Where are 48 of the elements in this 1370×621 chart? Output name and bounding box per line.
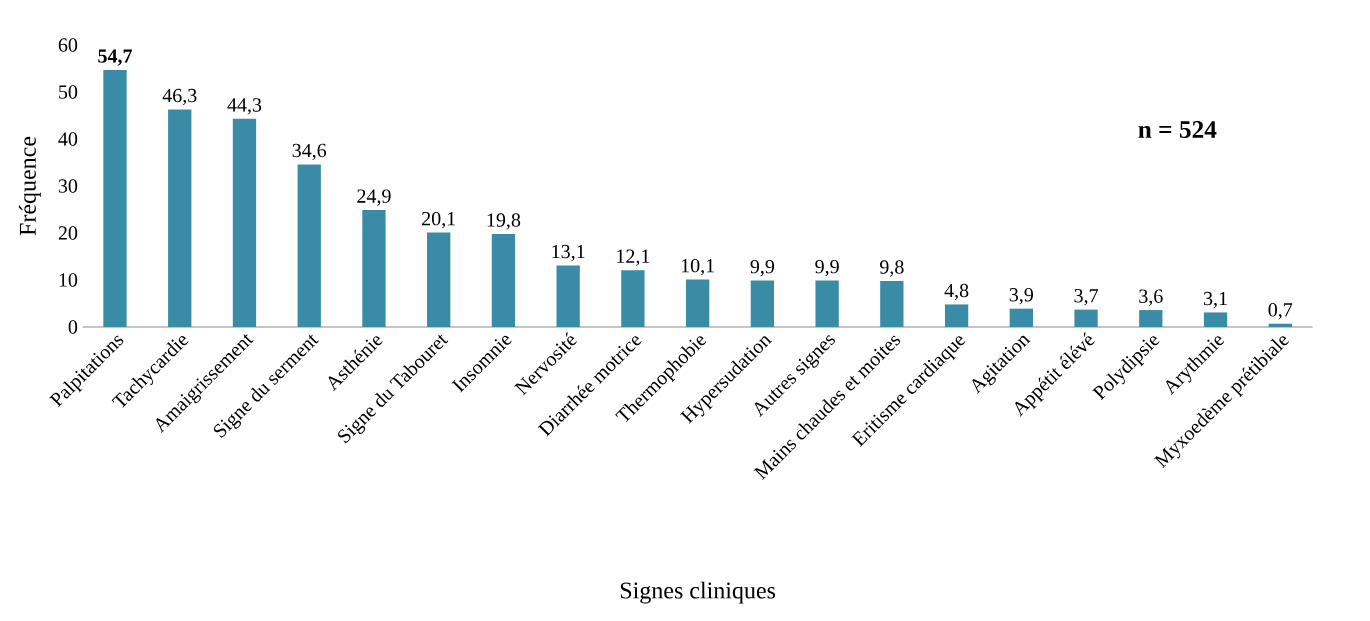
data-label: 4,8 [944, 283, 969, 301]
annotation: n = 524 [1138, 121, 1217, 139]
data-label: 3,1 [1204, 291, 1227, 309]
y-tick-label: 40 [58, 132, 78, 146]
data-label: 10,1 [681, 258, 714, 276]
data-label: 44,3 [227, 98, 262, 115]
data-label: 9,9 [815, 259, 839, 277]
bar [944, 304, 969, 327]
bar [880, 280, 904, 327]
bar [1074, 309, 1098, 327]
y-tick-label: 10 [59, 273, 78, 287]
data-label: 12,1 [617, 249, 650, 266]
data-label: 54,7 [98, 49, 133, 66]
data-label: 9,8 [880, 260, 904, 277]
y-tick-label: 50 [59, 85, 78, 99]
bar [556, 265, 580, 327]
data-label: 20,1 [422, 211, 455, 229]
data-label: 3,7 [1074, 289, 1098, 306]
bar [1009, 308, 1033, 327]
bar [1139, 310, 1163, 327]
bar [491, 233, 516, 327]
data-label: 3,9 [1009, 288, 1034, 305]
bar [168, 109, 192, 327]
data-label: 0,7 [1268, 303, 1293, 320]
bar [1203, 312, 1228, 327]
bar [685, 279, 710, 327]
y-tick-label: 30 [58, 179, 78, 193]
data-label: 3,6 [1139, 289, 1163, 306]
data-label: 9,9 [750, 259, 775, 277]
bar [362, 209, 386, 327]
data-label: 13,1 [552, 244, 585, 262]
y-axis-title: Fréquence [18, 136, 41, 236]
y-tick-label: 60 [58, 38, 78, 52]
bar [1268, 323, 1292, 327]
bar [815, 280, 839, 327]
data-label: 46,3 [162, 88, 197, 106]
bar [297, 164, 321, 327]
bar [750, 280, 775, 327]
bar [232, 118, 257, 327]
y-tick-label: 20 [58, 226, 78, 240]
x-axis-title: Signes cliniques [620, 581, 776, 604]
bar [427, 232, 451, 327]
data-label: 24,9 [357, 189, 391, 206]
y-tick-label: 0 [68, 320, 78, 334]
data-label: 19,8 [487, 213, 521, 230]
data-label: 34,6 [292, 143, 327, 161]
bar [621, 270, 645, 327]
bar [103, 69, 127, 327]
